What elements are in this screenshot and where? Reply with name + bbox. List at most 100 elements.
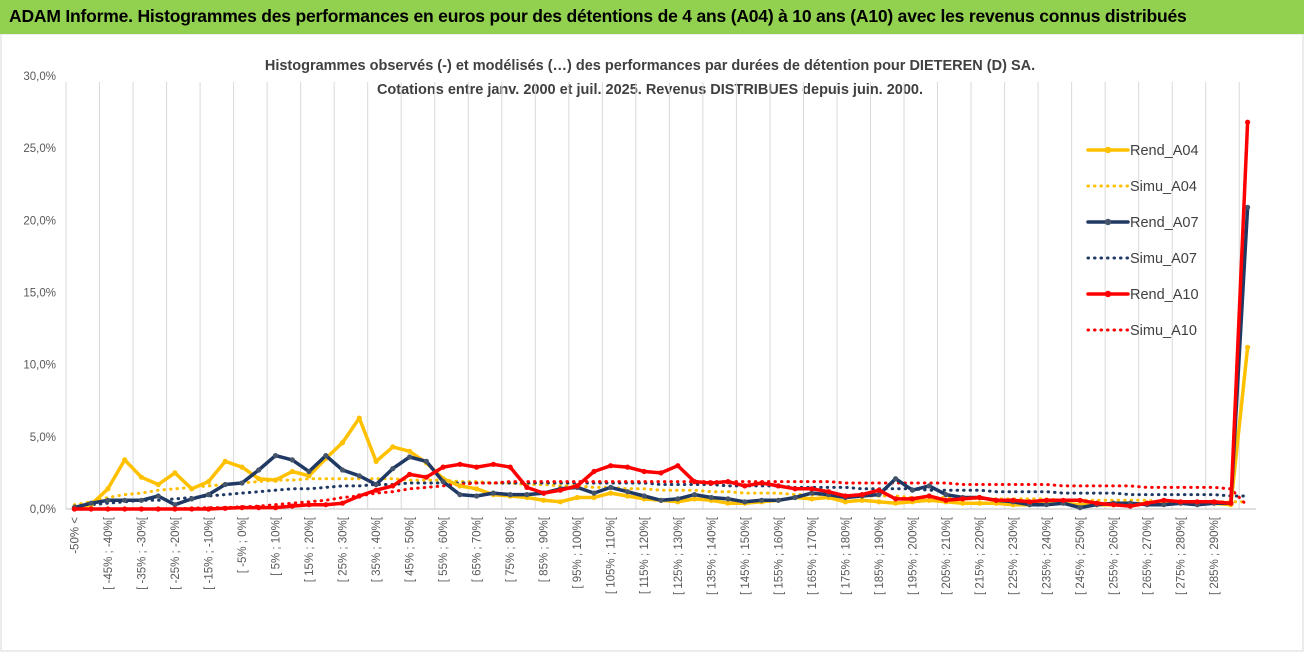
data-point-rend_a04 — [1245, 344, 1251, 350]
data-point-rend_a10 — [155, 506, 161, 512]
data-point-rend_a10 — [608, 463, 614, 469]
chart-subtitle: Cotations entre janv. 2000 et juil. 2025… — [377, 82, 923, 98]
data-point-rend_a04 — [138, 474, 144, 480]
data-point-rend_a04 — [457, 483, 463, 489]
header-banner: ADAM Informe. Histogrammes des performan… — [0, 0, 1304, 34]
legend-marker — [1104, 218, 1112, 226]
data-point-rend_a07 — [88, 500, 94, 506]
x-tick-label: -50% < — [69, 517, 81, 554]
data-point-rend_a07 — [256, 467, 262, 473]
data-point-rend_a10 — [306, 502, 312, 508]
data-point-rend_a10 — [591, 468, 597, 475]
data-point-rend_a10 — [407, 471, 413, 477]
data-point-rend_a04 — [859, 497, 865, 503]
data-point-rend_a10 — [205, 506, 212, 512]
x-tick-label: [ 185% ; 190%[ — [874, 516, 886, 595]
data-point-rend_a10 — [909, 496, 916, 502]
histogram-chart: Histogrammes observés (-) et modélisés (… — [0, 33, 1304, 652]
data-point-rend_a10 — [88, 506, 94, 512]
data-point-rend_a04 — [725, 500, 731, 506]
data-point-rend_a07 — [306, 468, 312, 475]
data-point-rend_a07 — [122, 497, 128, 503]
data-point-rend_a07 — [708, 494, 714, 501]
data-point-rend_a10 — [172, 506, 178, 512]
data-point-rend_a04 — [608, 490, 614, 496]
x-tick-label: [ 165% ; 170%[ — [807, 516, 819, 595]
data-point-rend_a07 — [608, 484, 614, 490]
legend-label: Simu_A10 — [1130, 323, 1197, 339]
x-tick-label: [ 115% ; 120%[ — [639, 516, 651, 594]
data-point-rend_a10 — [390, 483, 396, 489]
data-point-rend_a04 — [256, 476, 262, 482]
x-tick-label: [ 245% ; 250%[ — [1075, 516, 1087, 595]
data-point-rend_a10 — [71, 506, 77, 512]
data-point-rend_a10 — [1077, 497, 1083, 503]
data-point-rend_a04 — [591, 494, 597, 501]
data-point-rend_a04 — [172, 470, 178, 476]
legend-label: Rend_A07 — [1130, 215, 1199, 231]
data-point-rend_a04 — [122, 457, 128, 463]
data-point-rend_a10 — [960, 496, 966, 502]
data-point-rend_a07 — [775, 497, 781, 503]
data-point-rend_a04 — [289, 468, 295, 475]
data-point-rend_a07 — [809, 490, 815, 496]
data-point-rend_a10 — [356, 493, 362, 499]
data-point-rend_a07 — [189, 496, 195, 502]
y-tick-label: 15,0% — [23, 288, 56, 300]
data-point-rend_a07 — [641, 493, 647, 499]
data-point-rend_a10 — [105, 506, 111, 512]
y-tick-label: 30,0% — [23, 71, 56, 83]
data-point-rend_a10 — [557, 487, 564, 493]
data-point-rend_a07 — [893, 476, 899, 482]
chart-frame — [0, 33, 1304, 652]
x-tick-label: [ 255% ; 260%[ — [1109, 516, 1121, 595]
data-point-rend_a10 — [641, 468, 647, 475]
data-point-rend_a04 — [306, 473, 312, 479]
data-point-rend_a04 — [474, 486, 480, 492]
x-tick-label: [ 195% ; 200%[ — [907, 516, 919, 595]
page-title: ADAM Informe. Histogrammes des performan… — [9, 6, 1187, 26]
series-lines — [71, 119, 1251, 512]
data-point-rend_a07 — [524, 492, 530, 498]
data-point-rend_a04 — [356, 415, 362, 421]
data-point-rend_a07 — [507, 492, 513, 498]
data-point-rend_a07 — [1077, 505, 1083, 511]
data-point-rend_a10 — [708, 480, 714, 486]
series-line-simu_a10 — [72, 480, 1250, 511]
data-point-rend_a04 — [373, 458, 379, 464]
x-tick-label: [ -35% ; -30%[ — [136, 516, 148, 590]
data-point-rend_a07 — [943, 492, 949, 498]
data-point-rend_a10 — [691, 479, 698, 485]
x-tick-label: [ 135% ; 140%[ — [706, 516, 718, 595]
data-point-rend_a10 — [1194, 499, 1200, 505]
data-point-rend_a04 — [189, 486, 195, 492]
data-point-rend_a07 — [591, 490, 597, 496]
data-point-rend_a04 — [541, 497, 547, 503]
y-tick-label: 0,0% — [30, 504, 56, 516]
data-point-rend_a07 — [423, 458, 429, 464]
data-point-rend_a10 — [1094, 500, 1100, 506]
data-point-rend_a10 — [993, 497, 999, 503]
data-point-rend_a10 — [826, 489, 832, 495]
chart-title: Histogrammes observés (-) et modélisés (… — [265, 58, 1035, 74]
data-point-rend_a10 — [624, 464, 631, 470]
y-tick-label: 10,0% — [23, 360, 56, 372]
x-tick-label: [ 235% ; 240%[ — [1041, 516, 1053, 595]
data-point-rend_a07 — [1043, 502, 1050, 508]
legend-label: Simu_A04 — [1130, 179, 1197, 195]
data-point-rend_a10 — [926, 493, 932, 499]
data-point-rend_a04 — [691, 496, 698, 502]
data-point-rend_a04 — [876, 499, 882, 505]
data-point-rend_a10 — [876, 487, 882, 493]
x-tick-label: [ 125% ; 130%[ — [673, 516, 685, 595]
x-tick-label: [ 75% ; 80%[ — [505, 516, 517, 582]
data-point-rend_a07 — [373, 481, 379, 488]
y-axis: 0,0% 5,0% 10,0% 15,0% 20,0% 25,0% 30,0% — [23, 71, 56, 516]
data-point-rend_a07 — [272, 453, 279, 459]
data-point-rend_a07 — [675, 496, 681, 502]
data-point-rend_a04 — [390, 444, 396, 450]
legend-marker — [1104, 290, 1112, 298]
data-point-rend_a04 — [272, 477, 279, 483]
data-point-rend_a07 — [1161, 502, 1167, 508]
data-point-rend_a07 — [742, 499, 748, 505]
